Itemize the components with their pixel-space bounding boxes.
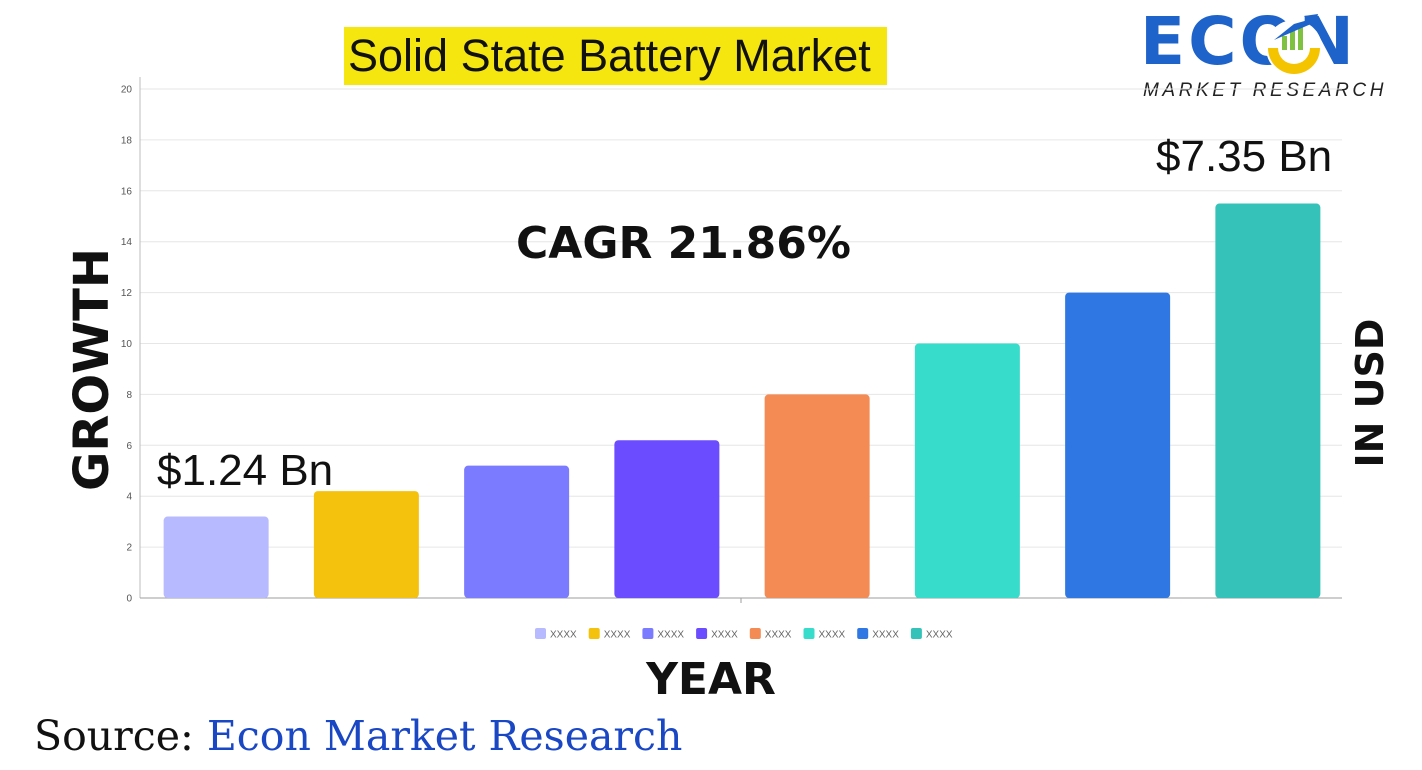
source-name: Econ Market Research <box>206 712 683 760</box>
legend-label: XXXX <box>819 630 846 641</box>
y-tick-label: 16 <box>121 186 133 197</box>
source-prefix: Source <box>34 712 181 760</box>
bar-chart: 0 2 4 6 8 10 12 14 16 18 20 XXXX XXXX XXXX XXXX XXXX XXX… <box>121 77 1342 641</box>
bar <box>614 440 720 598</box>
y-tick-label: 12 <box>121 288 133 299</box>
chart-title: Solid State Battery Market <box>344 27 887 85</box>
legend-label: XXXX <box>657 630 684 641</box>
legend-label: XXXX <box>550 630 577 641</box>
y-tick-label: 0 <box>126 594 132 605</box>
legend-label: XXXX <box>604 630 631 641</box>
bar <box>464 465 570 598</box>
source-line: Source: Econ Market Research <box>34 712 682 760</box>
logo-subtitle: MARKET RESEARCH <box>1143 80 1388 101</box>
legend-swatch <box>857 628 869 639</box>
legend-label: XXXX <box>711 630 738 641</box>
legend-label: XXXX <box>926 630 953 641</box>
y-tick-label: 4 <box>126 492 132 503</box>
legend-swatch <box>642 628 654 639</box>
y-tick-label: 18 <box>121 135 133 146</box>
bar <box>914 343 1020 598</box>
bar <box>163 516 269 598</box>
source-separator: : <box>180 712 207 760</box>
y-tick-label: 6 <box>126 441 132 452</box>
y-tick-label: 10 <box>121 339 133 350</box>
y-tick-label: 8 <box>126 390 132 401</box>
legend-swatch <box>696 628 708 639</box>
y-tick-label: 14 <box>121 237 133 248</box>
legend-label: XXXX <box>765 630 792 641</box>
econ-logo: ECON MARKET RESEARCH <box>1140 4 1410 104</box>
legend-swatch <box>535 628 546 639</box>
bar <box>1215 203 1321 598</box>
bar <box>764 394 870 598</box>
legend-swatch <box>803 628 815 639</box>
bar <box>313 491 419 598</box>
start-value-annotation: $1.24 Bn <box>157 446 334 495</box>
legend-swatch <box>749 628 761 639</box>
end-value-annotation: $7.35 Bn <box>1156 132 1333 181</box>
bar <box>1065 292 1171 598</box>
legend-swatch <box>910 628 922 639</box>
growth-arrow-icon <box>1266 14 1322 76</box>
x-axis-label: YEAR <box>646 654 776 705</box>
cagr-annotation: CAGR 21.86% <box>516 218 851 269</box>
legend-label: XXXX <box>872 630 899 641</box>
y-tick-label: 2 <box>126 543 132 554</box>
y-tick-label: 20 <box>121 85 133 96</box>
legend-swatch <box>588 628 600 639</box>
